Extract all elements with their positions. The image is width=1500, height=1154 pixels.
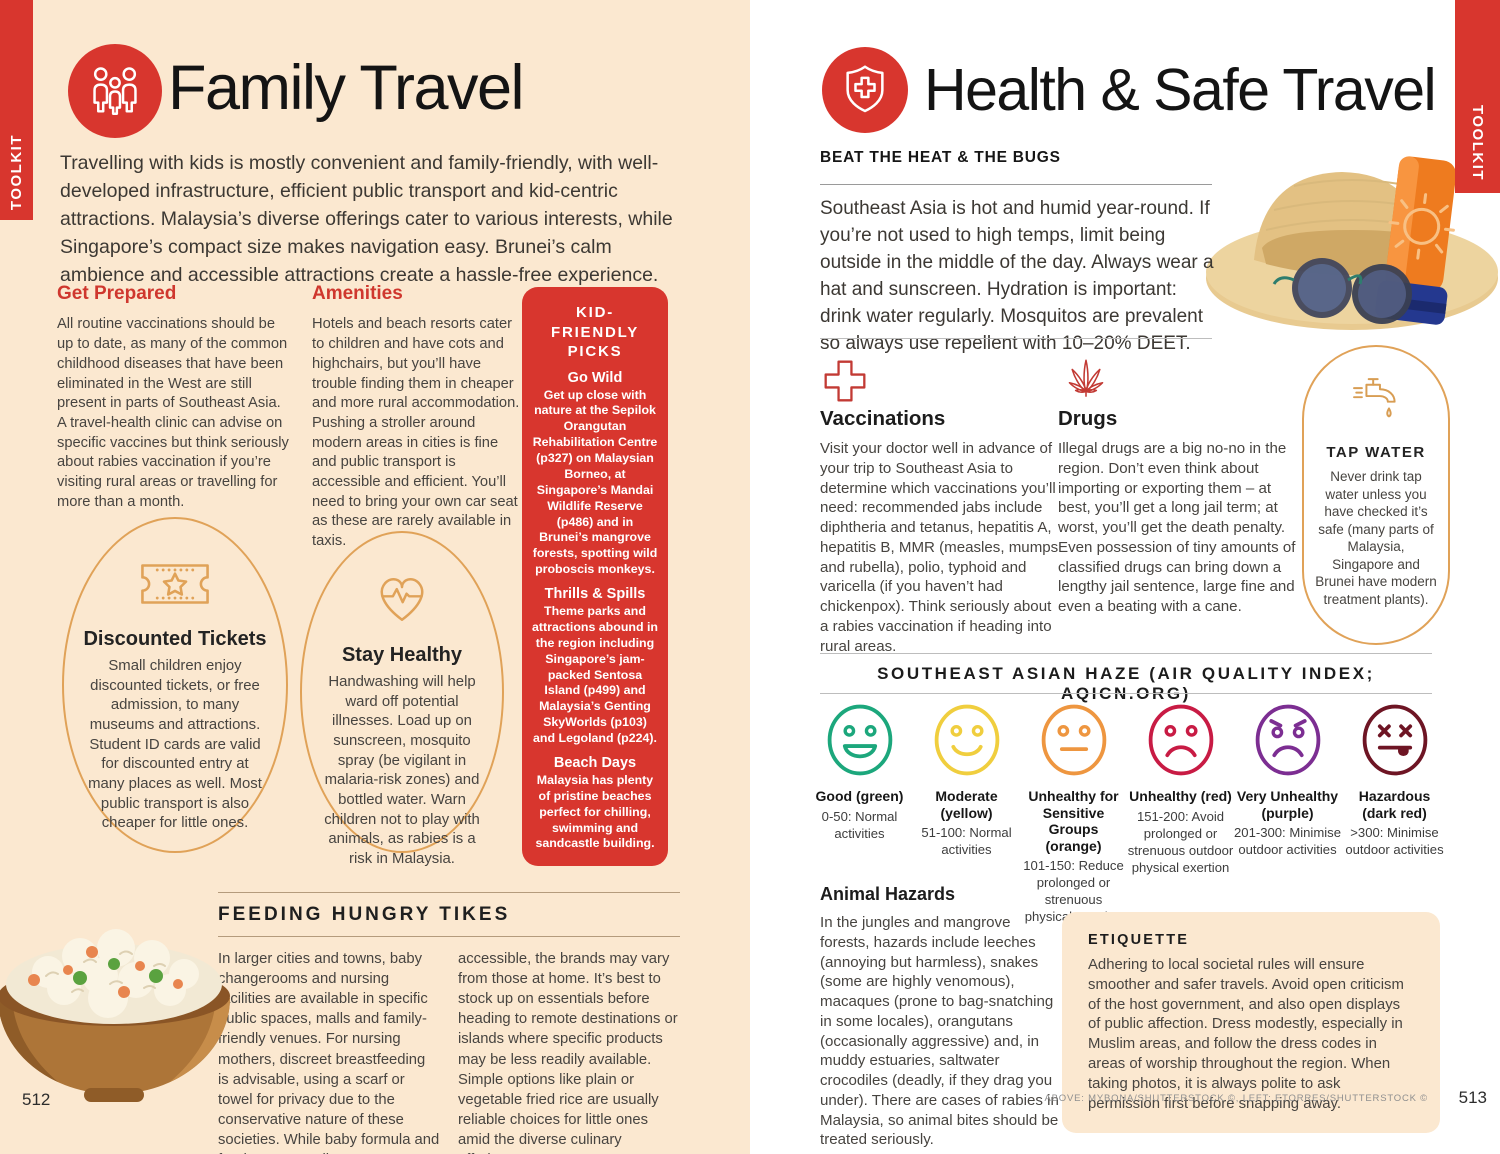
aqi-level-desc: 51-100: Normal activities [921,825,1012,858]
etiquette-body: Adhering to local societal rules will en… [1088,957,1404,1112]
health-travel-badge [822,47,908,133]
rule [820,184,1212,185]
page-number-right: 513 [1458,1088,1487,1107]
photo-credits: ABOVE: MYBONA/SHUTTERSTOCK ©, LEFT: ETOR… [1044,1093,1428,1104]
smiley-frown-icon [1127,700,1234,780]
feeding-section: FEEDING HUNGRY TIKES In larger cities an… [218,892,680,1154]
toolkit-edge-tab-right: TOOLKIT [1455,0,1500,193]
ticket-icon [138,559,212,614]
page-title-family-travel: Family Travel [168,53,525,123]
aqi-level-name: Unhealthy for Sensitive Groups (orange) [1028,788,1119,854]
get-prepared-column: Get Prepared All routine vaccinations sh… [57,281,290,552]
aqi-level-desc: 201-300: Minimise outdoor activities [1234,825,1341,858]
aqi-level-name: Moderate (yellow) [935,788,998,821]
aqi-level-desc: 151-200: Avoid prolonged or strenuous ou… [1127,808,1234,875]
vaccinations-heading: Vaccinations [820,407,946,430]
kid-box-beach-body: Malaysia has plenty of pristine beaches … [535,772,655,851]
aqi-level-moderate: Moderate (yellow) 51-100: Normal activit… [913,700,1020,925]
medical-cross-icon [822,358,868,409]
aqi-level-name: Unhealthy (red) [1129,788,1232,804]
kid-box-title: KID-FRIENDLY PICKS [550,304,640,360]
stay-healthy-oval: Stay Healthy Handwashing will help ward … [300,531,504,867]
kid-box-thrills-body: Theme parks and attractions abound in th… [532,604,658,745]
get-prepared-heading: Get Prepared [57,283,177,304]
family-icon [84,58,146,125]
toolkit-tab-label: TOOLKIT [8,133,25,210]
faucet-icon [1345,373,1407,432]
rule [820,653,1432,654]
smiley-dead-icon [1341,700,1448,780]
aqi-level-hazardous: Hazardous (dark red) >300: Minimise outd… [1341,700,1448,925]
stay-healthy-heading: Stay Healthy [341,644,463,666]
drugs-column: Drugs Illegal drugs are a big no-no in t… [1058,407,1300,617]
aqi-level-name: Good (green) [815,788,904,804]
fried-rice-bowl-photo [0,880,240,1135]
aqi-level-desc: 0-50: Normal activities [821,808,898,841]
toolkit-edge-tab-left: TOOLKIT [0,0,33,220]
feeding-title: FEEDING HUNGRY TIKES [218,904,511,925]
hat-sunscreen-photo [1204,130,1500,340]
feeding-col1: In larger cities and towns, baby changer… [218,951,440,1154]
aqi-level-name: Very Unhealthy (purple) [1236,788,1339,821]
kid-box-thrills-heading: Thrills & Spills [544,586,646,602]
family-columns: Get Prepared All routine vaccinations sh… [57,281,524,552]
drugs-body: Illegal drugs are a big no-no in the reg… [1058,440,1296,616]
kid-box-go-wild-heading: Go Wild [567,369,623,386]
discounted-tickets-heading: Discounted Tickets [83,628,267,650]
discounted-tickets-body: Small children enjoy discounted tickets,… [88,658,262,832]
tap-water-heading: TAP WATER [1326,444,1426,461]
feeding-rule-bottom [218,936,680,937]
kid-friendly-picks-box: KID-FRIENDLY PICKS Go Wild Get up close … [522,287,668,867]
smiley-moderate-icon [913,700,1020,780]
amenities-column: Amenities Hotels and beach resorts cater… [312,281,524,552]
health-intro: Southeast Asia is hot and humid year-rou… [820,198,1214,354]
amenities-body: Hotels and beach resorts cater to childr… [312,316,520,550]
smiley-angry-icon [1234,700,1341,780]
family-travel-intro: Travelling with kids is mostly convenien… [60,152,673,286]
page-health-safe-travel: TOOLKIT Health & Safe Travel BEAT THE HE… [750,0,1500,1154]
toolkit-tab-label: TOOLKIT [1469,104,1486,181]
stay-healthy-body: Handwashing will help ward off potential… [324,674,480,868]
feeding-col2: accessible, the brands may vary from tho… [458,951,678,1154]
animal-hazards-section: Animal Hazards In the jungles and mangro… [820,884,1060,1150]
tap-water-body: Never drink tap water unless you have ch… [1315,469,1437,607]
vaccinations-body: Visit your doctor well in advance of you… [820,440,1059,655]
kid-box-beach-heading: Beach Days [553,754,637,771]
beat-the-heat-heading: BEAT THE HEAT & THE BUGS [820,149,1061,166]
amenities-heading: Amenities [312,283,403,304]
smiley-good-icon [806,700,913,780]
aqi-level-unhealthy: Unhealthy (red) 151-200: Avoid prolonged… [1127,700,1234,925]
kid-box-go-wild-body: Get up close with nature at the Sepilok … [532,387,658,577]
tap-water-oval: TAP WATER Never drink tap water unless y… [1302,345,1450,645]
rule [820,338,1212,339]
vaccinations-column: Vaccinations Visit your doctor well in a… [820,407,1062,656]
shield-cross-icon [837,60,893,121]
aqi-level-good: Good (green) 0-50: Normal activities [806,700,913,925]
page-title-health-safe-travel: Health & Safe Travel [924,57,1437,123]
aqi-level-desc: >300: Minimise outdoor activities [1345,825,1444,858]
feeding-columns: In larger cities and towns, baby changer… [218,949,680,1154]
etiquette-box: ETIQUETTE Adhering to local societal rul… [1062,912,1440,1133]
aqi-level-very-unhealthy: Very Unhealthy (purple) 201-300: Minimis… [1234,700,1341,925]
heart-pulse-icon [369,565,435,630]
family-travel-badge [68,44,162,138]
rule [820,693,1432,694]
animal-hazards-body: In the jungles and mangrove forests, haz… [820,914,1059,1149]
page-family-travel: TOOLKIT Family Travel Travelling with ki… [0,0,750,1154]
smiley-neutral-icon [1020,700,1127,780]
discounted-tickets-oval: Discounted Tickets Small children enjoy … [62,517,288,853]
haze-title: SOUTHEAST ASIAN HAZE (AIR QUALITY INDEX;… [877,664,1375,703]
aqi-level-name: Hazardous (dark red) [1358,788,1431,821]
animal-hazards-heading: Animal Hazards [820,884,956,904]
drugs-heading: Drugs [1058,407,1118,430]
etiquette-heading: ETIQUETTE [1088,932,1190,948]
get-prepared-body: All routine vaccinations should be up to… [57,316,289,510]
page-number-left: 512 [22,1090,51,1109]
cannabis-leaf-icon [1060,352,1112,409]
feeding-rule-top [218,892,680,893]
